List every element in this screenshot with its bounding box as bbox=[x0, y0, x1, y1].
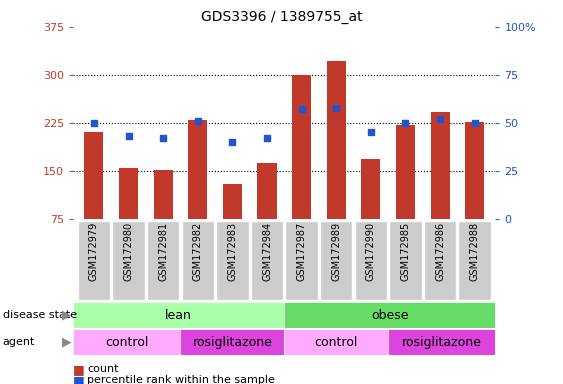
FancyBboxPatch shape bbox=[112, 220, 145, 300]
Text: lean: lean bbox=[166, 309, 192, 322]
Bar bbox=[73, 302, 284, 328]
Bar bbox=[431, 112, 450, 219]
FancyBboxPatch shape bbox=[147, 220, 180, 300]
Text: ▶: ▶ bbox=[61, 336, 72, 349]
FancyBboxPatch shape bbox=[424, 220, 457, 300]
Bar bbox=[292, 75, 311, 219]
Text: GSM172985: GSM172985 bbox=[400, 222, 410, 281]
Text: disease state: disease state bbox=[3, 310, 77, 320]
Point bbox=[228, 139, 237, 145]
FancyBboxPatch shape bbox=[251, 220, 283, 300]
FancyBboxPatch shape bbox=[320, 220, 352, 300]
Bar bbox=[154, 170, 173, 219]
Bar bbox=[119, 168, 138, 219]
Point bbox=[367, 129, 376, 136]
Bar bbox=[181, 329, 284, 355]
Text: GDS3396 / 1389755_at: GDS3396 / 1389755_at bbox=[200, 10, 363, 23]
Text: GSM172988: GSM172988 bbox=[470, 222, 480, 281]
FancyBboxPatch shape bbox=[78, 220, 110, 300]
Bar bbox=[284, 329, 388, 355]
FancyBboxPatch shape bbox=[355, 220, 387, 300]
Bar bbox=[257, 163, 276, 219]
Text: GSM172990: GSM172990 bbox=[366, 222, 376, 281]
Text: control: control bbox=[105, 336, 149, 349]
Text: GSM172984: GSM172984 bbox=[262, 222, 272, 281]
Point bbox=[436, 116, 445, 122]
Text: rosiglitazone: rosiglitazone bbox=[193, 336, 272, 349]
Bar bbox=[84, 132, 104, 219]
FancyBboxPatch shape bbox=[389, 220, 422, 300]
Text: GSM172986: GSM172986 bbox=[435, 222, 445, 281]
Bar bbox=[284, 302, 495, 328]
Text: obese: obese bbox=[371, 309, 409, 322]
Text: GSM172980: GSM172980 bbox=[123, 222, 133, 281]
Bar bbox=[327, 61, 346, 219]
Point bbox=[332, 104, 341, 111]
Point bbox=[159, 135, 168, 141]
Text: GSM172989: GSM172989 bbox=[331, 222, 341, 281]
Bar bbox=[465, 122, 484, 219]
Point bbox=[401, 120, 410, 126]
FancyBboxPatch shape bbox=[216, 220, 249, 300]
Point bbox=[193, 118, 202, 124]
Bar bbox=[361, 159, 381, 219]
Bar bbox=[388, 329, 495, 355]
Text: GSM172981: GSM172981 bbox=[158, 222, 168, 281]
Text: ■: ■ bbox=[73, 374, 85, 384]
Text: GSM172987: GSM172987 bbox=[297, 222, 307, 281]
Text: control: control bbox=[315, 336, 358, 349]
Bar bbox=[73, 329, 181, 355]
Text: rosiglitazone: rosiglitazone bbox=[402, 336, 482, 349]
Bar bbox=[188, 120, 207, 219]
FancyBboxPatch shape bbox=[285, 220, 318, 300]
Text: ■: ■ bbox=[73, 363, 85, 376]
Text: percentile rank within the sample: percentile rank within the sample bbox=[87, 375, 275, 384]
Text: GSM172983: GSM172983 bbox=[227, 222, 238, 281]
Text: count: count bbox=[87, 364, 119, 374]
Point bbox=[262, 135, 271, 141]
Point bbox=[297, 106, 306, 113]
Point bbox=[90, 120, 99, 126]
Point bbox=[470, 120, 479, 126]
Text: GSM172982: GSM172982 bbox=[193, 222, 203, 281]
Point bbox=[124, 133, 133, 139]
Text: GSM172979: GSM172979 bbox=[89, 222, 99, 281]
Bar bbox=[223, 184, 242, 219]
Text: ▶: ▶ bbox=[61, 309, 72, 322]
FancyBboxPatch shape bbox=[458, 220, 491, 300]
Bar bbox=[396, 125, 415, 219]
Text: agent: agent bbox=[3, 337, 35, 347]
FancyBboxPatch shape bbox=[181, 220, 214, 300]
